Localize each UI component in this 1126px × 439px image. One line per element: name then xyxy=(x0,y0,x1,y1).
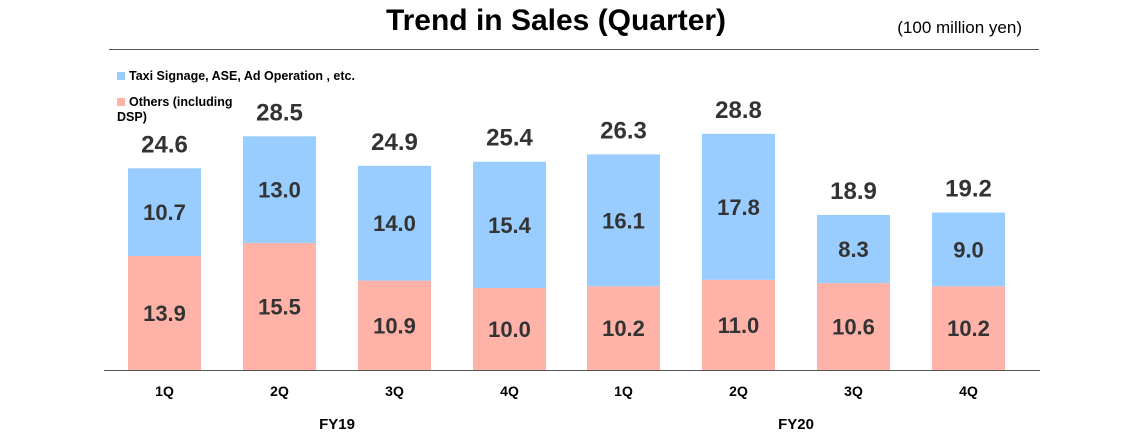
bar-segment-taxi-signage xyxy=(358,165,431,281)
x-tick-label: 3Q xyxy=(844,383,863,399)
data-label-others: 10.6 xyxy=(832,315,875,340)
bar-segment-others xyxy=(473,288,546,370)
data-label-taxi-signage: 16.1 xyxy=(602,208,645,233)
data-label-taxi-signage: 15.4 xyxy=(488,213,532,238)
data-label-others: 10.0 xyxy=(488,317,531,342)
group-label: FY20 xyxy=(778,416,814,433)
x-tick-label: 2Q xyxy=(270,383,289,399)
legend-item-others: Others (including DSP) xyxy=(117,95,257,125)
bar-segment-others xyxy=(358,280,431,370)
group-label: FY19 xyxy=(319,416,355,433)
bar-segment-taxi-signage xyxy=(243,136,316,243)
bar-segment-others xyxy=(817,283,890,370)
data-label-others: 10.2 xyxy=(947,316,990,341)
bar-segment-taxi-signage xyxy=(473,161,546,288)
bar-segment-taxi-signage xyxy=(817,215,890,284)
legend-label: Taxi Signage, ASE, Ad Operation , etc. xyxy=(129,69,355,83)
unit-label: (100 million yen) xyxy=(897,18,1022,37)
data-label-taxi-signage: 17.8 xyxy=(717,195,760,220)
legend-swatch-blue xyxy=(117,72,125,80)
bar-segment-taxi-signage xyxy=(932,212,1005,287)
bar-segment-taxi-signage xyxy=(587,154,660,287)
chart-title: Trend in Sales (Quarter) xyxy=(385,4,727,37)
bar-segment-others xyxy=(702,279,775,370)
data-label-taxi-signage: 8.3 xyxy=(838,237,869,262)
data-label-others: 15.5 xyxy=(258,294,301,319)
legend-swatch-pink xyxy=(117,98,125,106)
data-label-taxi-signage: 9.0 xyxy=(953,237,984,262)
legend-item-taxi-signage: Taxi Signage, ASE, Ad Operation , etc. xyxy=(117,69,355,84)
data-label-others: 11.0 xyxy=(718,313,760,338)
total-label: 28.5 xyxy=(256,99,303,126)
data-label-others: 10.9 xyxy=(373,313,416,338)
total-label: 26.3 xyxy=(600,117,647,144)
bar-segment-taxi-signage xyxy=(702,133,775,280)
data-label-others: 10.2 xyxy=(602,316,645,341)
x-tick-label: 2Q xyxy=(729,383,748,399)
total-label: 25.4 xyxy=(486,125,533,152)
data-label-taxi-signage: 14.0 xyxy=(373,211,416,236)
data-label-others: 13.9 xyxy=(143,301,186,326)
total-label: 24.9 xyxy=(371,129,418,156)
total-label: 28.8 xyxy=(715,97,762,124)
bar-segment-others xyxy=(587,286,660,370)
x-tick-label: 1Q xyxy=(614,383,633,399)
bar-segment-others xyxy=(243,242,316,370)
x-tick-label: 4Q xyxy=(959,383,978,399)
bar-segment-others xyxy=(932,286,1005,370)
bar-segment-taxi-signage xyxy=(128,168,201,257)
total-label: 18.9 xyxy=(830,178,877,205)
x-tick-label: 3Q xyxy=(385,383,404,399)
x-tick-label: 1Q xyxy=(155,383,174,399)
title-divider xyxy=(109,49,1039,50)
x-tick-label: 4Q xyxy=(500,383,519,399)
data-label-taxi-signage: 10.7 xyxy=(143,200,186,225)
bar-segment-others xyxy=(128,256,201,370)
total-label: 24.6 xyxy=(141,131,188,158)
legend-label: Others (including DSP) xyxy=(117,95,233,124)
data-label-taxi-signage: 13.0 xyxy=(258,178,301,203)
total-label: 19.2 xyxy=(945,176,992,203)
